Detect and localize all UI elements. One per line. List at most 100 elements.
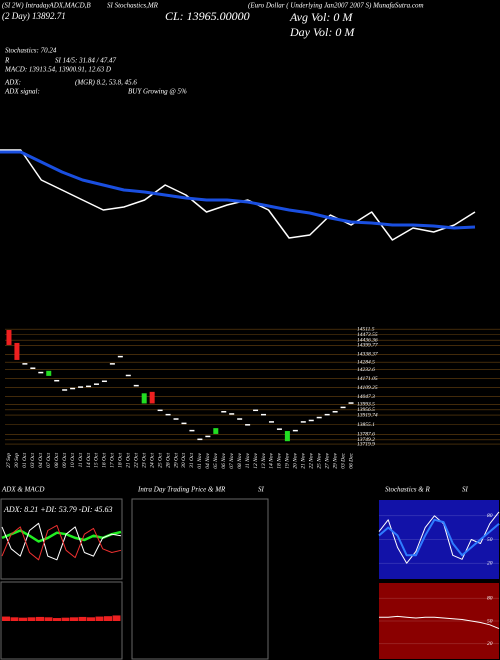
x-tick-label: 14 Nov bbox=[268, 452, 275, 468]
x-tick-label: 09 Oct bbox=[62, 453, 68, 468]
x-tick-label: 13 Nov bbox=[261, 452, 267, 468]
x-tick-label: 01 Oct bbox=[22, 453, 28, 468]
x-tick-label: 27 Nov bbox=[324, 452, 330, 468]
candle bbox=[308, 419, 314, 422]
x-tick-label: 22 Nov bbox=[309, 452, 315, 468]
header-text: (2 Day) 13892.71 bbox=[2, 11, 66, 21]
candle bbox=[109, 363, 115, 365]
y-tick-label: 50 bbox=[487, 537, 493, 543]
x-tick-label: 21 Nov bbox=[301, 452, 307, 468]
y-tick-label: 13787.6 bbox=[357, 432, 375, 438]
panel-title: SI bbox=[258, 486, 265, 494]
candle bbox=[125, 374, 131, 377]
bar bbox=[53, 618, 61, 621]
x-tick-label: 25 Oct bbox=[157, 453, 163, 468]
y-tick-label: 14284.5 bbox=[357, 358, 375, 365]
candle bbox=[22, 363, 28, 365]
candle bbox=[276, 428, 282, 430]
candle bbox=[316, 416, 322, 419]
x-tick-label: 17 Oct bbox=[110, 453, 116, 468]
x-tick-label: 10 Oct bbox=[70, 453, 76, 468]
y-tick-label: 14047.3 bbox=[357, 393, 375, 400]
x-tick-label: 11 Nov bbox=[245, 452, 251, 468]
candle bbox=[133, 384, 139, 387]
x-tick-label: 21 Oct bbox=[126, 453, 132, 468]
x-tick-label: 03 Dec bbox=[340, 452, 346, 468]
bar bbox=[19, 617, 27, 621]
x-tick-label: 23 Oct bbox=[141, 453, 147, 468]
x-tick-label: 08 Nov bbox=[237, 452, 243, 468]
x-tick-label: 07 Oct bbox=[46, 453, 52, 468]
bar bbox=[112, 615, 121, 621]
x-tick-label: 04 Oct bbox=[37, 453, 44, 468]
indicator-text: R bbox=[4, 57, 10, 65]
indicator-text: BUY Growing @ 5% bbox=[128, 88, 187, 96]
bar bbox=[61, 617, 70, 621]
candle bbox=[245, 424, 251, 426]
y-tick-label: 80 bbox=[487, 513, 493, 519]
series-line bbox=[1, 522, 122, 561]
x-tick-label: 27 Sep bbox=[6, 453, 12, 468]
candle bbox=[30, 367, 36, 369]
x-tick-label: 15 Oct bbox=[94, 453, 100, 468]
x-tick-label: 08 Oct bbox=[54, 453, 60, 468]
candle bbox=[340, 406, 346, 409]
y-tick-label: 14436.36 bbox=[357, 336, 378, 343]
candle bbox=[173, 418, 179, 420]
x-tick-label: 06 Nov bbox=[221, 452, 227, 468]
x-tick-label: 30 Sep bbox=[14, 453, 20, 469]
x-tick-label: 11 Oct bbox=[78, 453, 84, 468]
y-tick-label: 14171.05 bbox=[357, 375, 378, 382]
header-text: (SI 2W) IntradayADX,MACD,B bbox=[2, 2, 91, 10]
x-tick-label: 28 Oct bbox=[165, 453, 171, 468]
panel-background bbox=[379, 583, 499, 659]
y-tick-label: 50 bbox=[487, 618, 493, 624]
candle bbox=[157, 409, 163, 412]
indicator-text: ADX: bbox=[4, 79, 21, 87]
panel-label: ADX: 8.21 +DI: 53.79 -DI: 45.63 bbox=[3, 505, 113, 514]
series-line bbox=[379, 615, 500, 630]
x-tick-label: 20 Nov bbox=[293, 452, 299, 468]
panel-title: Intra Day Trading Price & MR bbox=[137, 486, 226, 494]
bar bbox=[104, 616, 112, 621]
y-tick-label: 13749.2 bbox=[357, 436, 375, 443]
header-text: (Euro Dollar ( Underlying Jan2007 2007 S… bbox=[248, 2, 424, 10]
candle bbox=[70, 387, 76, 390]
y-tick-label: 13919.74 bbox=[357, 411, 378, 418]
panel-border bbox=[131, 498, 269, 660]
x-tick-label: 31 Oct bbox=[189, 453, 195, 469]
x-tick-label: 30 Oct bbox=[181, 453, 187, 469]
y-tick-label: 14338.37 bbox=[357, 351, 378, 358]
x-tick-label: 07 Nov bbox=[229, 452, 235, 468]
bar bbox=[44, 617, 53, 621]
x-tick-label: 12 Nov bbox=[253, 452, 259, 468]
candle bbox=[205, 435, 211, 438]
candle bbox=[189, 429, 195, 432]
indicator-text: ADX signal: bbox=[4, 88, 40, 96]
header-text: SI Stochastics,MR bbox=[107, 2, 159, 10]
indicator-text: SI 14/5: 31.84 / 47.47 bbox=[55, 57, 117, 65]
x-tick-label: 22 Oct bbox=[134, 453, 140, 468]
candle bbox=[253, 409, 259, 412]
x-tick-label: 19 Nov bbox=[285, 452, 291, 468]
x-tick-label: 16 Oct bbox=[102, 453, 108, 468]
candle bbox=[213, 428, 219, 434]
y-tick-label: 14232.6 bbox=[357, 366, 375, 373]
candle bbox=[292, 429, 298, 432]
y-tick-label: 13993.5 bbox=[357, 402, 375, 408]
x-tick-label: 05 Nov bbox=[213, 452, 219, 468]
candle bbox=[300, 421, 306, 423]
y-tick-label: 14109.25 bbox=[357, 384, 378, 391]
x-tick-label: 06 Dec bbox=[348, 452, 354, 468]
candle bbox=[324, 413, 330, 416]
candle bbox=[86, 385, 92, 388]
indicator-text: (MGR) 8.2, 53.8, 45.6 bbox=[75, 79, 137, 87]
y-tick-label: 20 bbox=[487, 560, 493, 566]
x-tick-label: 18 Nov bbox=[277, 452, 283, 468]
close-price: CL: 13965.00000 bbox=[165, 9, 250, 23]
bar bbox=[27, 617, 36, 621]
x-tick-label: 25 Nov bbox=[316, 452, 322, 468]
y-tick-label: 20 bbox=[487, 641, 493, 647]
day-volume: Day Vol: 0 M bbox=[289, 25, 355, 39]
